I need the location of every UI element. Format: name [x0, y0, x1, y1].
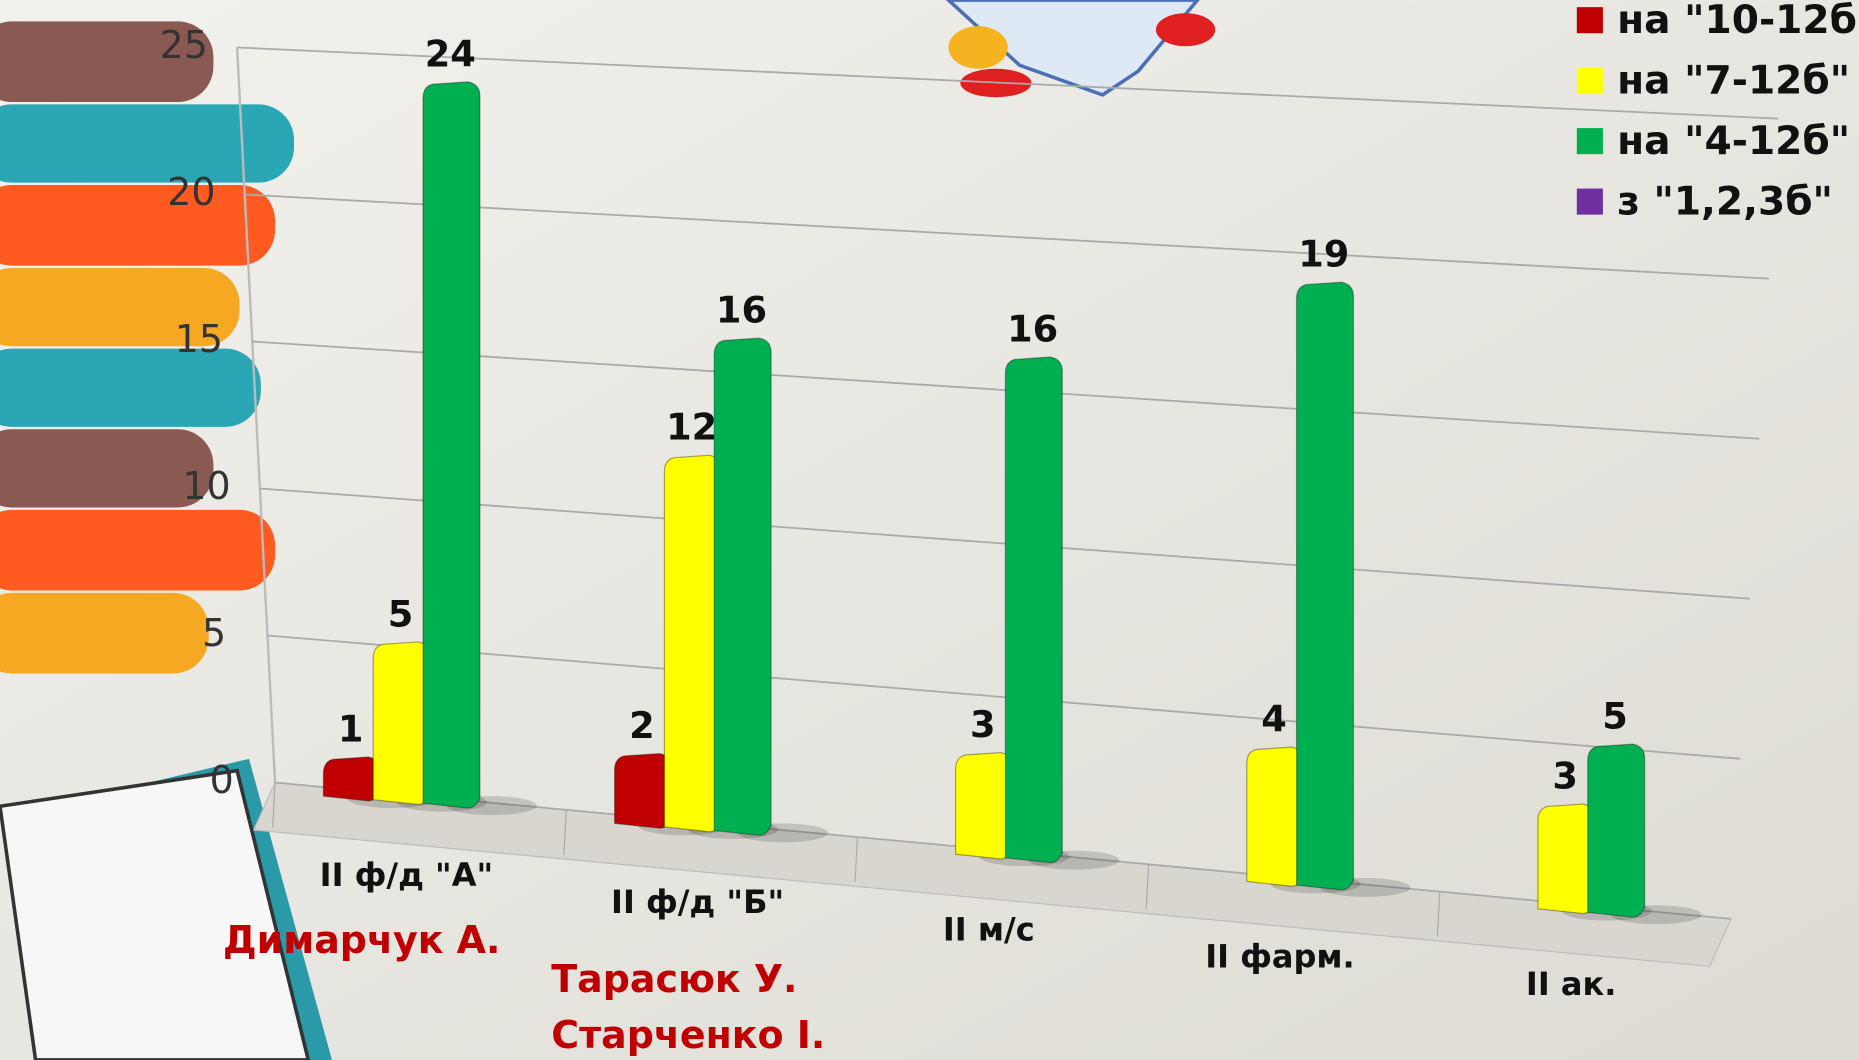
bar: [713, 337, 772, 836]
legend-swatch: [1576, 188, 1603, 215]
open-book: [0, 758, 332, 1060]
bar: [1246, 746, 1305, 887]
value-label: 16: [716, 289, 767, 332]
x-tick: [563, 809, 567, 855]
value-label: 12: [666, 406, 717, 449]
y-tick-label: 5: [202, 611, 226, 655]
bar: [372, 641, 431, 806]
bar: [1295, 281, 1355, 891]
grid-line: [244, 193, 1769, 280]
x-tick-label: II фарм.: [1205, 938, 1355, 976]
legend-swatch: [1576, 128, 1603, 155]
bar: [1004, 356, 1063, 864]
legend-swatch: [1576, 67, 1603, 94]
x-tick-label: II ф/д "А": [320, 856, 493, 894]
value-label: 19: [1298, 233, 1349, 276]
bar: [422, 81, 481, 809]
x-tick: [1436, 891, 1441, 937]
value-label: 2: [629, 704, 655, 747]
x-tick: [272, 782, 276, 828]
annotation: Старченко І.: [551, 1013, 825, 1057]
annotation: Тарасюк У.: [551, 957, 797, 1001]
value-label: 3: [1552, 754, 1578, 797]
y-tick-label: 10: [182, 464, 230, 508]
x-tick: [854, 837, 859, 883]
bar: [1537, 803, 1596, 915]
bar: [322, 756, 381, 802]
grid-line: [267, 634, 1741, 760]
legend-label: на "4-12б": [1617, 119, 1850, 164]
value-label: 1: [338, 707, 364, 750]
legend-label: на "10-12б": [1617, 0, 1859, 43]
value-label: 3: [970, 703, 996, 746]
bar: [614, 752, 673, 829]
x-tick: [1145, 864, 1150, 910]
x-tick-label: II ф/д "Б": [611, 883, 784, 921]
value-label: 5: [388, 592, 414, 635]
value-label: 4: [1261, 698, 1287, 741]
y-tick-label: 25: [160, 23, 208, 67]
y-tick-label: 0: [210, 758, 234, 802]
value-label: 5: [1602, 695, 1628, 738]
grid-line: [259, 487, 1750, 600]
book-stack: [0, 21, 295, 674]
legend-label: з "1,2,3б": [1617, 179, 1833, 224]
bar: [1587, 743, 1646, 918]
legend-swatch: [1576, 7, 1603, 34]
y-tick-label: 15: [175, 317, 223, 361]
value-label: 16: [1007, 307, 1058, 350]
x-tick-label: II м/с: [943, 910, 1035, 948]
bar: [954, 752, 1014, 860]
legend-label: на "7-12б": [1617, 59, 1850, 104]
grid-line: [237, 46, 1779, 120]
y-axis: [235, 47, 277, 783]
value-label: 24: [425, 32, 476, 75]
bar: [663, 454, 722, 833]
y-tick-label: 20: [167, 170, 215, 214]
x-tick-label: II ак.: [1526, 965, 1616, 1003]
annotation: Димарчук А.: [223, 918, 501, 962]
